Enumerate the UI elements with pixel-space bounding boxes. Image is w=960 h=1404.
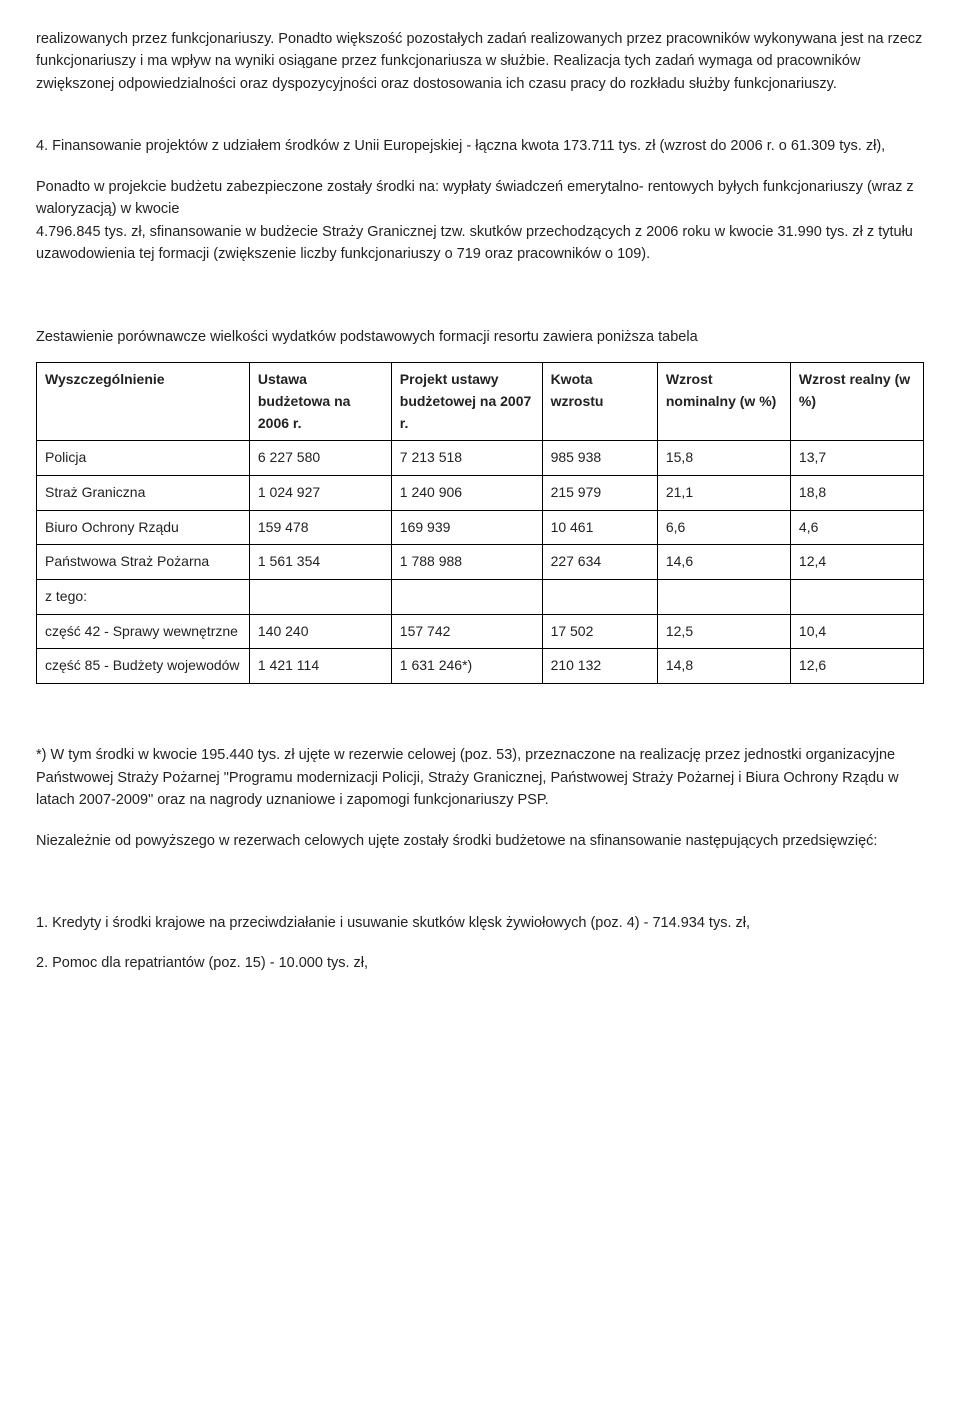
footnote: *) W tym środki w kwocie 195.440 tys. zł… [36, 744, 924, 811]
table-cell [790, 580, 923, 615]
table-cell: 227 634 [542, 545, 657, 580]
table-body: Policja6 227 5807 213 518985 93815,813,7… [37, 441, 924, 684]
table-cell: 12,5 [657, 614, 790, 649]
table-row: część 85 - Budżety wojewodów1 421 1141 6… [37, 649, 924, 684]
table-cell: 1 631 246*) [391, 649, 542, 684]
table-cell: 157 742 [391, 614, 542, 649]
table-cell: 17 502 [542, 614, 657, 649]
table-cell: 15,8 [657, 441, 790, 476]
table-cell: 1 240 906 [391, 475, 542, 510]
table-cell: 1 024 927 [249, 475, 391, 510]
table-cell [391, 580, 542, 615]
table-row: Państwowa Straż Pożarna1 561 3541 788 98… [37, 545, 924, 580]
table-row: Policja6 227 5807 213 518985 93815,813,7 [37, 441, 924, 476]
table-cell: Państwowa Straż Pożarna [37, 545, 250, 580]
col-header: Projekt ustawy budżetowej na 2007 r. [391, 363, 542, 441]
paragraph-7: Niezależnie od powyższego w rezerwach ce… [36, 830, 924, 852]
paragraph-4: 4.796.845 tys. zł, sfinansowanie w budże… [36, 221, 924, 266]
list-item-1: 1. Kredyty i środki krajowe na przeciwdz… [36, 912, 924, 934]
table-cell: 21,1 [657, 475, 790, 510]
table-cell: 4,6 [790, 510, 923, 545]
table-cell: 14,6 [657, 545, 790, 580]
table-cell: 140 240 [249, 614, 391, 649]
comparison-table: Wyszczególnienie Ustawa budżetowa na 200… [36, 362, 924, 684]
paragraph-1: realizowanych przez funkcjonariuszy. Pon… [36, 28, 924, 95]
col-header: Kwota wzrostu [542, 363, 657, 441]
paragraph-3: Ponadto w projekcie budżetu zabezpieczon… [36, 176, 924, 221]
table-cell: 1 561 354 [249, 545, 391, 580]
table-cell: część 42 - Sprawy wewnętrzne [37, 614, 250, 649]
table-row: część 42 - Sprawy wewnętrzne140 240157 7… [37, 614, 924, 649]
table-cell: z tego: [37, 580, 250, 615]
paragraph-2: 4. Finansowanie projektów z udziałem śro… [36, 135, 924, 157]
list-item-2: 2. Pomoc dla repatriantów (poz. 15) - 10… [36, 952, 924, 974]
table-cell: 1 788 988 [391, 545, 542, 580]
table-cell [249, 580, 391, 615]
table-cell: 10 461 [542, 510, 657, 545]
table-cell: 12,4 [790, 545, 923, 580]
table-intro: Zestawienie porównawcze wielkości wydatk… [36, 326, 924, 348]
table-cell: Straż Graniczna [37, 475, 250, 510]
table-cell: 12,6 [790, 649, 923, 684]
table-cell: 6 227 580 [249, 441, 391, 476]
table-cell: 169 939 [391, 510, 542, 545]
table-cell: 6,6 [657, 510, 790, 545]
table-cell: część 85 - Budżety wojewodów [37, 649, 250, 684]
table-cell: 14,8 [657, 649, 790, 684]
col-header: Ustawa budżetowa na 2006 r. [249, 363, 391, 441]
col-header: Wzrost realny (w %) [790, 363, 923, 441]
table-cell: 1 421 114 [249, 649, 391, 684]
table-cell: 210 132 [542, 649, 657, 684]
table-row: Straż Graniczna1 024 9271 240 906215 979… [37, 475, 924, 510]
table-cell [542, 580, 657, 615]
table-cell: 7 213 518 [391, 441, 542, 476]
table-cell: 985 938 [542, 441, 657, 476]
table-cell: Biuro Ochrony Rządu [37, 510, 250, 545]
table-cell: Policja [37, 441, 250, 476]
table-row: Biuro Ochrony Rządu159 478169 93910 4616… [37, 510, 924, 545]
table-cell: 159 478 [249, 510, 391, 545]
table-cell: 215 979 [542, 475, 657, 510]
table-cell: 18,8 [790, 475, 923, 510]
table-cell [657, 580, 790, 615]
col-header: Wzrost nominalny (w %) [657, 363, 790, 441]
table-cell: 10,4 [790, 614, 923, 649]
col-header: Wyszczególnienie [37, 363, 250, 441]
table-row: z tego: [37, 580, 924, 615]
table-cell: 13,7 [790, 441, 923, 476]
table-header-row: Wyszczególnienie Ustawa budżetowa na 200… [37, 363, 924, 441]
